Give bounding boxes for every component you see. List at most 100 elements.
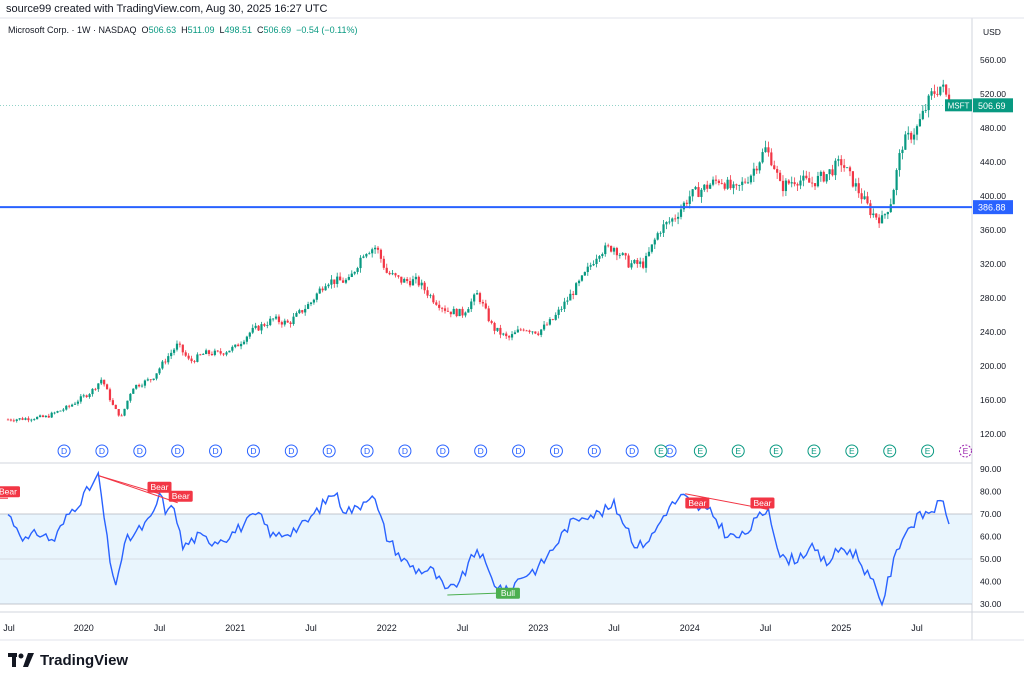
candle [598,254,601,262]
dividend-marker[interactable]: D [587,444,601,458]
candle [330,275,333,289]
dividend-marker[interactable]: D [133,444,147,458]
earnings-letter: E [698,446,704,456]
dividend-letter: D [402,446,408,456]
candle [644,252,648,273]
candle [569,289,572,301]
candle [94,387,97,391]
dividend-marker[interactable]: D [360,444,374,458]
candle [624,252,627,260]
dividend-marker[interactable]: D [322,444,336,458]
candle [627,253,630,269]
earnings-marker[interactable]: E [769,444,783,458]
candle [557,306,560,319]
candle [936,86,939,97]
candle [732,181,735,195]
earnings-marker[interactable]: E [807,444,821,458]
candle [432,293,435,304]
earnings-marker[interactable]: E [731,444,745,458]
dividend-letter: D [99,446,105,456]
candle [927,94,930,118]
candle [502,332,505,336]
candle [886,211,889,220]
candle [368,251,371,255]
candle [373,245,377,254]
dividend-marker[interactable]: D [209,444,223,458]
candle [630,260,633,270]
candle [828,169,831,180]
candle [65,405,68,411]
dividend-marker[interactable]: D [398,444,412,458]
candle [770,148,773,167]
candle [618,252,621,259]
candle [784,178,787,197]
candle [901,146,904,160]
earnings-marker[interactable]: E [958,444,972,458]
dividend-marker[interactable]: D [246,444,260,458]
candle [327,283,330,289]
earnings-marker[interactable]: E [845,444,859,458]
candle [286,319,289,323]
candle [595,254,598,268]
candle [18,418,21,421]
dividend-marker[interactable]: D [512,444,526,458]
candle [860,188,863,204]
time-tick-label: 2022 [377,623,397,633]
candle [397,275,400,279]
candle [347,274,350,281]
candle [467,307,470,313]
dividend-marker[interactable]: D [171,444,185,458]
candle [403,277,406,283]
dividend-marker[interactable]: D [625,444,639,458]
candle [589,262,592,270]
candle [647,247,651,257]
dividend-marker[interactable]: D [284,444,298,458]
candle [542,321,546,331]
candle [945,84,948,97]
dividend-marker[interactable]: D [474,444,488,458]
candle [155,373,158,381]
candle [441,306,444,313]
price-tick-label: 280.00 [980,293,1006,303]
price-tick-label: 560.00 [980,55,1006,65]
candle [496,327,499,333]
candle [787,179,790,185]
candle [854,178,857,191]
candle [633,259,636,265]
candle [33,418,36,421]
candle [411,275,415,286]
candle [449,311,452,318]
time-tick-label: Jul [457,623,469,633]
symbol-name: Microsoft Corp. · 1W · NASDAQ [8,25,137,35]
price-tick-label: 360.00 [980,225,1006,235]
bear-divergence: Bear [750,497,775,510]
candle [674,214,677,222]
candle [464,311,467,318]
dividend-marker[interactable]: D [95,444,109,458]
dividend-marker[interactable]: D [57,444,71,458]
candle [592,260,595,267]
candle [676,212,680,225]
time-tick-label: Jul [154,623,166,633]
earnings-marker[interactable]: E [883,444,897,458]
close-value: 506.69 [263,25,292,35]
candle [741,177,744,191]
candle [709,182,712,190]
dividend-marker[interactable]: D [549,444,563,458]
earnings-marker[interactable]: E [654,444,668,458]
candle [910,131,913,144]
symbol-legend: Microsoft Corp. · 1W · NASDAQ O506.63 H5… [8,24,357,36]
tradingview-logo[interactable]: TradingView [8,649,128,671]
candle [382,255,385,270]
earnings-marker[interactable]: E [693,444,707,458]
candle [604,242,607,257]
dividend-marker[interactable]: D [436,444,450,458]
earnings-marker[interactable]: E [921,444,935,458]
time-tick-label: 2020 [74,623,94,633]
candle [68,404,71,409]
candle [918,113,922,127]
event-markers[interactable]: D D D D D D D D D D D D D D D D DE E E E E E E E E [57,444,972,458]
candle [907,126,910,140]
candle [6,418,10,421]
